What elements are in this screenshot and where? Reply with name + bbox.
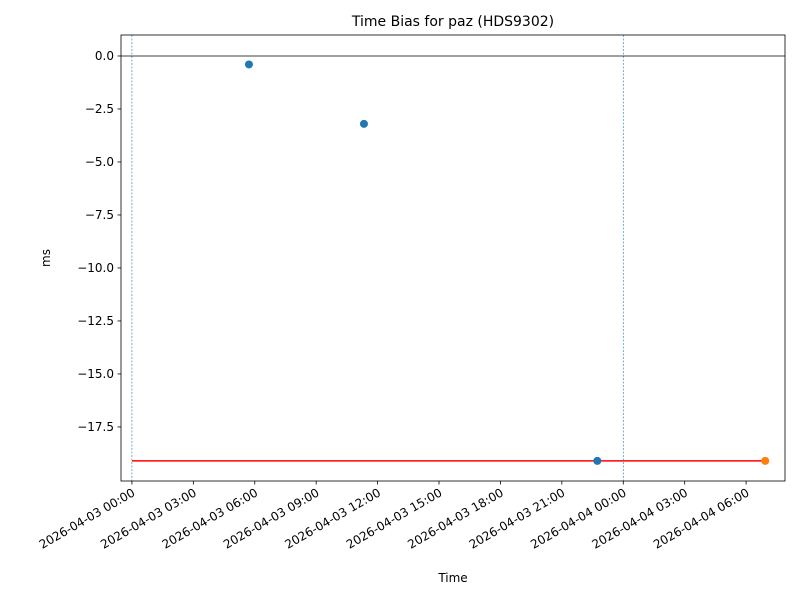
y-tick-label: −12.5 — [77, 314, 114, 328]
y-tick-label: −7.5 — [85, 208, 114, 222]
y-tick-label: −10.0 — [77, 261, 114, 275]
y-tick-label: −15.0 — [77, 367, 114, 381]
y-tick-label: 0.0 — [95, 49, 114, 63]
point — [244, 60, 253, 69]
x-axis-label: Time — [437, 571, 467, 585]
chart-title: Time Bias for paz (HDS9302) — [351, 14, 554, 30]
point — [761, 456, 770, 465]
point — [359, 119, 368, 128]
point — [593, 456, 602, 465]
y-tick-label: −17.5 — [77, 420, 114, 434]
plot-frame — [120, 34, 786, 482]
y-axis-label: ms — [39, 249, 53, 267]
y-tick-label: −2.5 — [85, 102, 114, 116]
y-tick-label: −5.0 — [85, 155, 114, 169]
